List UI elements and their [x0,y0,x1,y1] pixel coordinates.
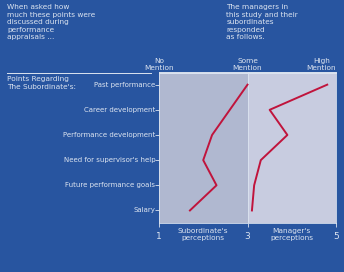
Text: Manager's
perceptions: Manager's perceptions [270,228,313,242]
Text: No
Mention: No Mention [144,58,174,71]
Text: Career development: Career development [84,107,155,113]
Bar [159,72,248,223]
Text: Need for supervisor's help: Need for supervisor's help [64,157,155,163]
Text: Subordinate's
perceptions: Subordinate's perceptions [178,228,228,242]
Text: The managers in
this study and their
subordinates
responded
as follows.: The managers in this study and their sub… [226,4,298,40]
Text: High
Mention: High Mention [307,58,336,71]
Text: Performance development: Performance development [63,132,155,138]
Text: Points Regarding
The Subordinate's:: Points Regarding The Subordinate's: [7,76,76,90]
Bar [247,72,336,223]
Text: Past performance: Past performance [94,82,155,88]
Text: When asked how
much these points were
discussed during
performance
appraisals ..: When asked how much these points were di… [7,4,95,40]
Text: Some
Mention: Some Mention [233,58,262,71]
Text: Salary: Salary [133,208,155,214]
Text: Future performance goals: Future performance goals [65,182,155,188]
